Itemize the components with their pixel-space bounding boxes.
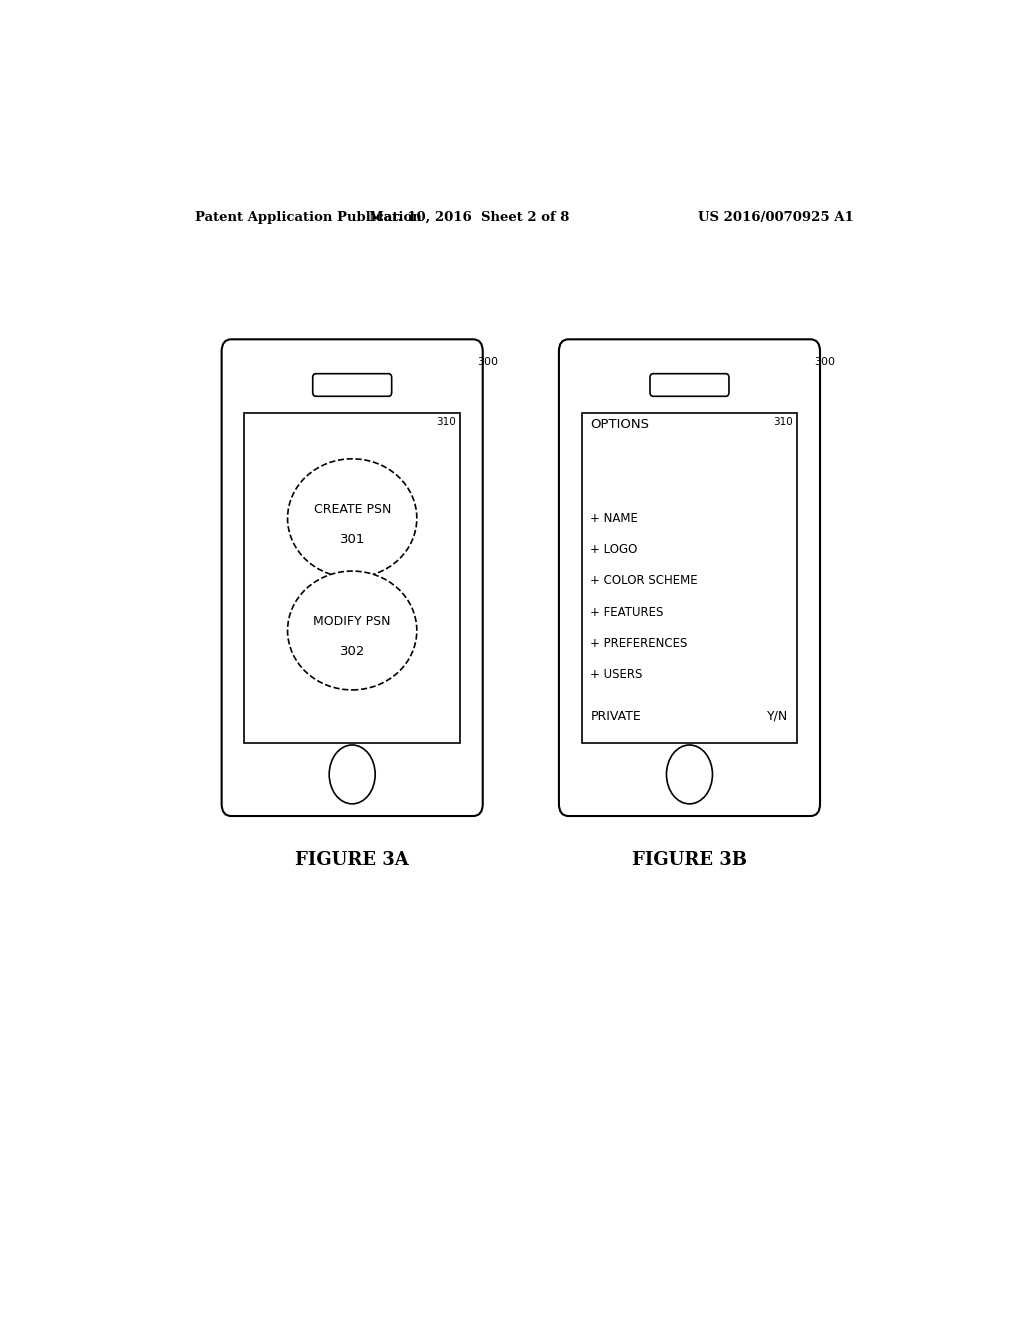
Text: 310: 310 (773, 417, 794, 426)
Bar (245, 413, 460, 743)
Circle shape (667, 744, 713, 804)
Text: Y/N: Y/N (767, 710, 788, 723)
Text: + FEATURES: + FEATURES (591, 606, 664, 619)
Text: 310: 310 (436, 417, 456, 426)
Text: OPTIONS: OPTIONS (591, 417, 649, 430)
Text: 300: 300 (814, 356, 836, 367)
Text: PRIVATE: PRIVATE (591, 710, 641, 723)
FancyBboxPatch shape (221, 339, 482, 816)
FancyBboxPatch shape (312, 374, 391, 396)
Text: + USERS: + USERS (591, 668, 643, 681)
FancyBboxPatch shape (559, 339, 820, 816)
Text: MODIFY PSN: MODIFY PSN (313, 615, 391, 628)
Text: 300: 300 (477, 356, 499, 367)
Text: FIGURE 3B: FIGURE 3B (632, 850, 746, 869)
Text: + PREFERENCES: + PREFERENCES (591, 638, 688, 649)
Ellipse shape (288, 459, 417, 578)
Circle shape (329, 744, 375, 804)
Text: CREATE PSN: CREATE PSN (313, 503, 391, 516)
Text: Mar. 10, 2016  Sheet 2 of 8: Mar. 10, 2016 Sheet 2 of 8 (369, 211, 569, 224)
Text: Patent Application Publication: Patent Application Publication (196, 211, 422, 224)
Bar (582, 413, 797, 743)
Text: FIGURE 3A: FIGURE 3A (295, 850, 409, 869)
Text: 302: 302 (340, 644, 365, 657)
Text: + NAME: + NAME (591, 512, 638, 524)
Text: US 2016/0070925 A1: US 2016/0070925 A1 (698, 211, 854, 224)
Text: + COLOR SCHEME: + COLOR SCHEME (591, 574, 698, 587)
Ellipse shape (288, 572, 417, 690)
Text: + LOGO: + LOGO (591, 543, 638, 556)
FancyBboxPatch shape (650, 374, 729, 396)
Text: 301: 301 (340, 532, 365, 545)
